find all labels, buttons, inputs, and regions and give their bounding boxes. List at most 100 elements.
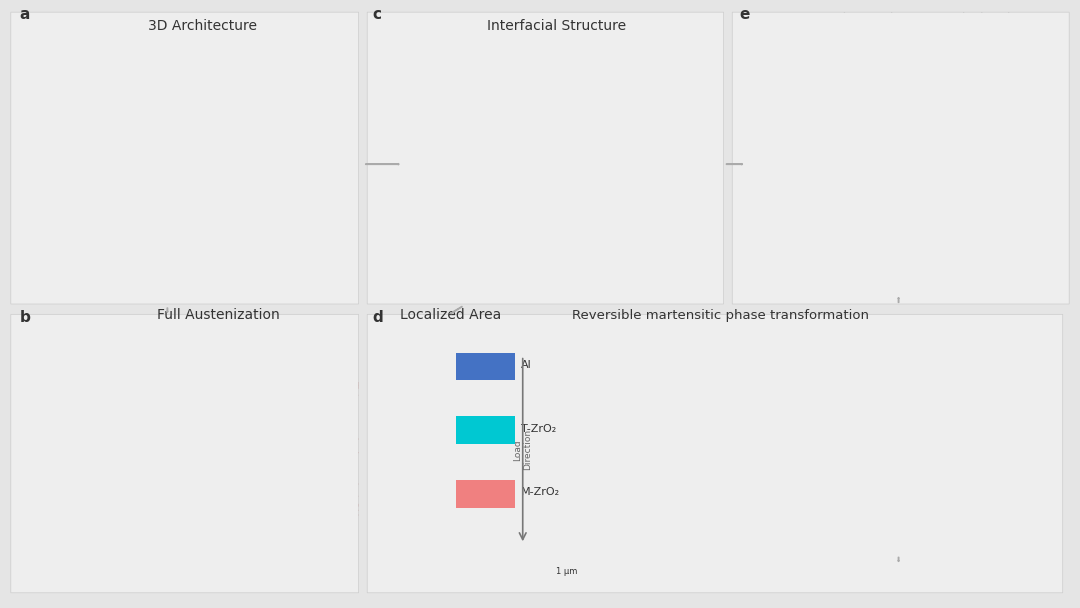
Text: a: a — [19, 7, 30, 22]
Point — [985, 151, 1002, 161]
Point — [865, 55, 882, 64]
Point — [947, 55, 964, 64]
Point — [959, 153, 976, 163]
Text: 17%: 17% — [102, 519, 125, 529]
Point — [894, 56, 912, 66]
Point — [874, 176, 891, 186]
Point — [879, 173, 896, 182]
Point — [961, 56, 978, 66]
Point — [887, 171, 904, 181]
Point — [920, 163, 937, 173]
Text: d: d — [373, 310, 383, 325]
Point — [842, 91, 860, 101]
Point — [989, 55, 1007, 65]
Text: T: T — [264, 444, 270, 454]
Point — [1010, 60, 1027, 70]
Text: M-ZrO₂: M-ZrO₂ — [521, 488, 559, 497]
Point — [968, 156, 985, 166]
Point — [1003, 153, 1021, 162]
Point — [555, 434, 572, 444]
Point — [978, 58, 996, 67]
Point — [813, 162, 831, 171]
Point — [892, 56, 909, 66]
Point — [1000, 155, 1017, 165]
Point — [874, 58, 891, 68]
Text: 83%: 83% — [102, 381, 125, 391]
Point — [838, 96, 855, 106]
Point — [909, 167, 927, 176]
Point — [894, 168, 912, 178]
Text: Reversible martensitic phase transformation: Reversible martensitic phase transformat… — [572, 309, 869, 322]
Point — [862, 181, 879, 191]
Point — [914, 162, 931, 172]
Text: 50 μm: 50 μm — [251, 242, 282, 252]
Point — [929, 162, 946, 171]
Point — [896, 171, 914, 181]
Point — [555, 453, 572, 463]
Y-axis label: True Stress (MPa): True Stress (MPa) — [751, 95, 764, 203]
Point — [829, 206, 847, 215]
Point — [851, 80, 868, 89]
Point — [1015, 153, 1032, 163]
Point — [802, 240, 820, 250]
Point — [852, 184, 869, 194]
Text: Al: Al — [109, 215, 120, 225]
Text: 2 μm: 2 μm — [400, 545, 423, 554]
Point — [996, 55, 1013, 64]
Point — [964, 156, 982, 166]
Point — [854, 181, 872, 190]
Point — [942, 160, 959, 170]
Text: Annealing at 200 °C: Annealing at 200 °C — [603, 579, 693, 589]
Point — [812, 171, 829, 181]
Point — [845, 191, 862, 201]
Text: CZ Particle (Tetragonal): CZ Particle (Tetragonal) — [496, 207, 618, 217]
Point — [899, 54, 916, 64]
Point — [1034, 155, 1051, 165]
Point — [834, 107, 851, 117]
Point — [993, 57, 1010, 66]
Point — [1018, 154, 1036, 164]
Point — [386, 436, 403, 446]
Text: 19%: 19% — [218, 516, 241, 525]
Text: T-ZrO₂: T-ZrO₂ — [521, 424, 556, 434]
Point — [968, 60, 985, 70]
Point — [1027, 152, 1044, 162]
Point — [555, 440, 572, 450]
Point — [885, 174, 902, 184]
Point — [981, 57, 998, 67]
Point — [975, 153, 993, 163]
Text: 3D Architecture: 3D Architecture — [148, 19, 257, 33]
Point — [807, 229, 824, 238]
Point — [1024, 59, 1041, 69]
Point — [880, 53, 897, 63]
Bar — [72, 210, 103, 227]
Point — [1020, 58, 1037, 68]
Point — [896, 53, 914, 63]
Text: Annealing at 400 °C: Annealing at 400 °C — [680, 579, 771, 589]
Point — [555, 459, 572, 469]
Point — [966, 56, 983, 66]
Text: CZ: CZ — [109, 241, 124, 250]
Point — [849, 81, 866, 91]
Point — [988, 154, 1005, 164]
Bar — [72, 235, 103, 253]
Point — [889, 173, 906, 183]
Point — [933, 159, 950, 169]
Point — [205, 505, 222, 515]
Point — [592, 441, 609, 451]
Text: 0%: 0% — [303, 528, 320, 539]
Point — [823, 126, 840, 136]
Point — [801, 226, 819, 235]
Point — [1007, 153, 1024, 163]
Point — [1007, 58, 1024, 68]
Text: 81%: 81% — [218, 384, 241, 395]
Point — [1016, 57, 1034, 67]
Point — [916, 57, 933, 66]
Point — [905, 56, 922, 66]
Point — [878, 54, 895, 64]
Point — [806, 207, 823, 217]
Point — [1000, 58, 1017, 68]
Point — [819, 216, 836, 226]
Point — [839, 195, 856, 204]
Title: Enhanced Energy Dissipation: Enhanced Energy Dissipation — [825, 12, 1027, 27]
